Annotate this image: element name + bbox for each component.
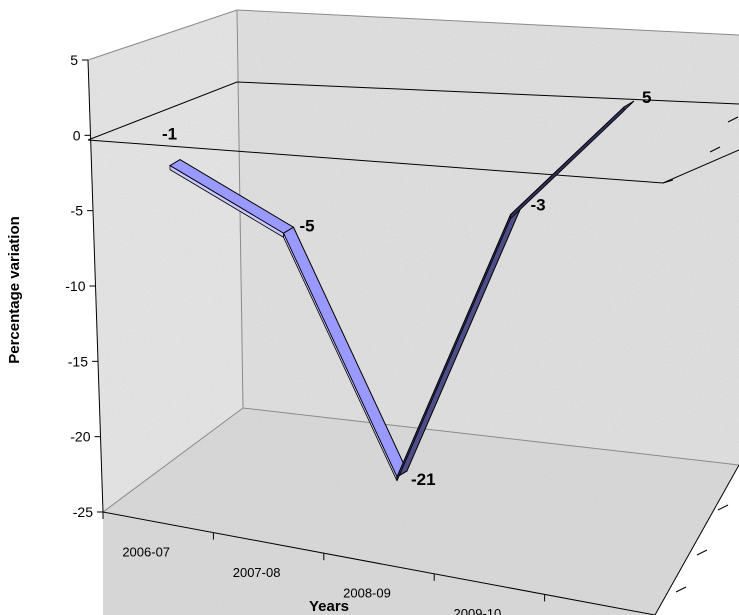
back-wall-texture [237,10,739,465]
y-tick-label: -20 [70,429,90,445]
y-tick-label: 0 [73,127,81,143]
x-category-label: 2007-08 [233,565,281,580]
depth-axis [654,464,739,615]
depth-tick [662,179,674,184]
data-label: -5 [300,216,315,235]
floor-edge [102,407,739,513]
floor-texture [103,408,739,615]
depth-tick [675,586,687,593]
x-axis-title: Years [309,598,349,615]
zero-gridline [87,81,739,141]
y-tick-label: -5 [71,203,84,219]
depth-tick [709,146,721,153]
y-axis: 5 0 -5 -10 -15 -20 -25 [65,52,104,520]
depth-tick [717,504,729,511]
x-axis-line [102,511,656,615]
y-tick-label: -25 [73,504,93,520]
left-wall-texture [88,10,243,512]
depth-tick [696,549,708,556]
data-label: -21 [411,470,436,489]
y-ticks: 5 0 -5 -10 -15 -20 -25 [65,52,103,520]
y-tick-label: -10 [65,278,85,294]
chart-walls [87,9,739,615]
data-label: -3 [531,196,546,215]
ribbon-edge [510,106,625,220]
y-tick-label: -15 [68,353,88,369]
y-tick-label: 5 [70,52,78,68]
depth-tick [727,116,739,123]
data-label: -1 [162,125,177,144]
data-label: 5 [642,88,651,107]
y-axis-title: Percentage variation [6,216,23,364]
data-labels: -1 -5 -21 -3 5 [162,88,651,489]
x-category-label: 2009-10 [454,606,502,615]
x-category-label: 2006-07 [122,544,170,559]
series-ribbon [169,100,635,482]
x-category-label: 2008-09 [343,586,391,601]
